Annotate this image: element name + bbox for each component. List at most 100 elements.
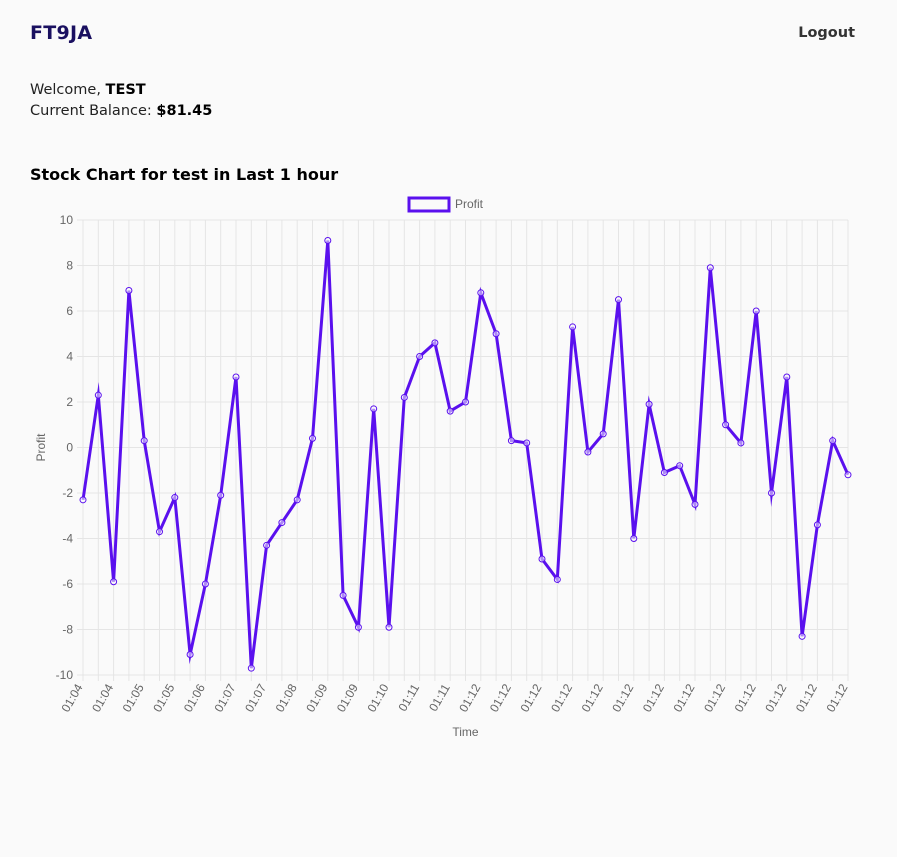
data-point [752,307,760,315]
data-point [232,373,240,381]
data-point [462,398,469,406]
data-point [507,437,515,445]
x-tick-label: 01:04 [58,681,85,714]
x-tick-label: 01:11 [426,681,453,714]
data-point [829,437,837,445]
data-point [263,541,271,549]
legend-label: Profit [455,197,484,211]
welcome-prefix: Welcome, [30,82,106,98]
y-tick-label: 0 [66,441,73,455]
x-tick-label: 01:08 [273,681,300,714]
data-point [324,236,332,244]
y-axis-title: Profit [34,433,48,462]
x-tick-label: 01:09 [303,681,330,714]
data-point [660,469,668,477]
data-point [783,373,791,381]
data-point [309,434,316,442]
x-tick-label: 01:07 [242,681,269,714]
welcome-line: Welcome, TEST [30,80,212,101]
data-point [293,496,301,504]
data-point [599,430,607,438]
data-point [339,591,347,599]
x-tick-label: 01:12 [517,681,544,714]
data-point [553,575,561,583]
y-tick-label: 2 [66,395,73,409]
x-tick-label: 01:12 [640,681,667,714]
data-point [630,535,638,542]
data-point [79,496,87,504]
data-point [354,623,362,631]
y-tick-label: -4 [62,532,73,546]
data-point [400,393,408,401]
balance-line: Current Balance: $81.45 [30,101,212,122]
account-summary: Welcome, TEST Current Balance: $81.45 [30,80,212,122]
y-tick-label: 10 [60,213,74,227]
y-tick-label: -10 [56,668,74,682]
x-tick-label: 01:12 [670,681,697,714]
brand-logo[interactable]: FT9JA [30,22,93,44]
x-tick-label: 01:12 [762,681,789,714]
data-point [768,489,775,497]
data-point [431,339,439,347]
data-point [813,521,821,529]
y-tick-label: 8 [66,259,73,273]
data-point [416,353,424,360]
x-tick-label: 01:07 [211,681,238,714]
data-point [446,407,454,415]
data-point [676,462,684,470]
x-tick-label: 01:06 [181,681,208,714]
data-point [385,623,393,631]
x-tick-label: 01:12 [609,681,636,714]
data-point [798,632,806,640]
data-point [615,296,622,304]
x-tick-label: 01:12 [579,681,606,714]
y-tick-label: -2 [62,486,73,500]
data-point [125,287,133,295]
x-tick-label: 01:11 [396,681,423,714]
data-point [523,439,531,447]
data-point [247,664,255,672]
data-point [737,439,745,447]
y-tick-label: 6 [66,304,73,318]
data-point [722,421,730,429]
x-tick-label: 01:12 [793,681,820,714]
data-point [140,437,148,445]
balance-value: $81.45 [156,103,213,119]
data-point [477,289,485,297]
x-axis-title: Time [452,725,479,739]
x-tick-label: 01:05 [120,681,147,714]
chart-legend: Profit [407,196,484,213]
x-tick-label: 01:12 [701,681,728,714]
data-point [706,264,714,272]
data-point [370,405,378,413]
top-bar: FT9JA Logout [30,22,855,50]
data-point [645,400,653,408]
logout-button[interactable]: Logout [798,25,855,41]
balance-prefix: Current Balance: [30,103,157,119]
data-point [844,471,852,479]
data-point [110,578,118,586]
x-tick-label: 01:12 [548,681,575,714]
data-point [569,323,577,331]
data-point [217,491,225,499]
y-tick-label: -8 [62,623,73,637]
data-point [94,391,102,399]
data-point [278,519,286,527]
x-tick-label: 01:12 [732,681,759,714]
data-point [156,528,163,536]
data-point [492,330,500,338]
username: TEST [105,82,146,98]
legend-swatch [407,196,451,213]
data-point [201,580,209,588]
data-point [584,448,592,456]
x-tick-label: 01:09 [334,681,361,714]
x-tick-label: 01:04 [89,681,116,714]
x-tick-label: 01:10 [364,681,391,714]
x-tick-label: 01:12 [487,681,514,714]
x-tick-label: 01:12 [823,681,850,714]
x-tick-label: 01:05 [150,681,177,714]
data-point [171,494,179,502]
data-point [691,500,699,508]
y-tick-label: 4 [66,350,73,364]
